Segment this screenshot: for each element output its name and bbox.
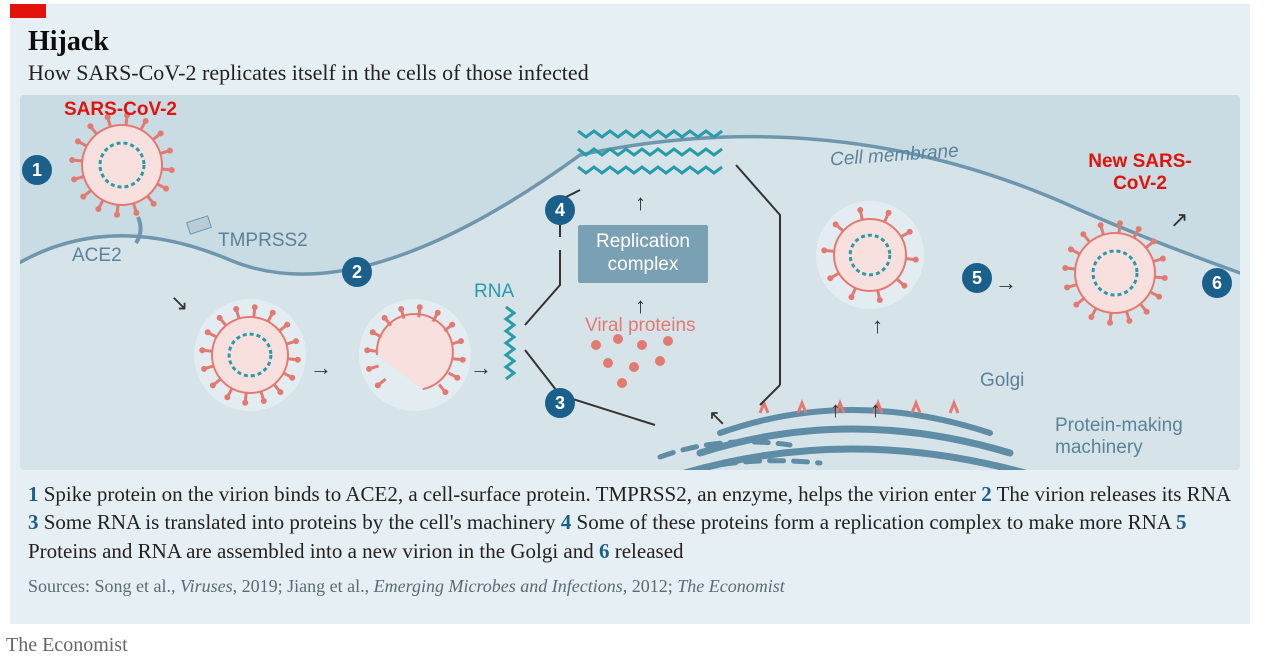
- flow-arrow-icon: ↑: [870, 397, 881, 423]
- step-badge-6: 6: [1202, 268, 1232, 298]
- step-badge-5: 5: [962, 263, 992, 293]
- footer-brand: The Economist: [6, 634, 128, 657]
- label-rna: RNA: [474, 281, 514, 303]
- label-sars: SARS-CoV-2: [64, 99, 177, 121]
- label-tmprss2: TMPRSS2: [218, 230, 308, 252]
- sources-line: Sources: Song et al., Viruses, 2019; Jia…: [28, 576, 785, 597]
- flow-arrow-icon: ↑: [635, 190, 646, 216]
- step-badge-1: 1: [22, 155, 52, 185]
- label-ace2: ACE2: [72, 245, 122, 267]
- flow-arrow-icon: ↑: [635, 293, 646, 319]
- step-badge-4: 4: [545, 195, 575, 225]
- label-golgi: Golgi: [980, 370, 1024, 392]
- label-new-sars: New SARS- CoV-2: [1070, 151, 1210, 195]
- flow-arrow-icon: ↑: [872, 313, 883, 339]
- label-protein-machinery: Protein-making machinery: [1055, 415, 1183, 459]
- diagram-panel: SARS-CoV-2 New SARS- CoV-2 ACE2 TMPRSS2 …: [20, 95, 1240, 470]
- flow-arrow-icon: →: [995, 270, 1017, 296]
- chart-subtitle: How SARS-CoV-2 replicates itself in the …: [28, 60, 589, 86]
- flow-arrow-icon: →: [310, 355, 332, 381]
- caption-text: 1 Spike protein on the virion binds to A…: [28, 480, 1238, 565]
- step-badge-2: 2: [342, 257, 372, 287]
- flow-arrow-icon: ↘: [170, 290, 188, 316]
- flow-arrow-icon: ↗: [1170, 207, 1188, 233]
- flow-arrow-icon: →: [470, 355, 492, 381]
- step-badge-3: 3: [545, 388, 575, 418]
- replication-complex-box: Replication complex: [578, 225, 708, 283]
- chart-title: Hijack: [28, 26, 109, 58]
- brand-tab: [10, 4, 46, 18]
- flow-arrow-icon: ↑: [830, 397, 841, 423]
- flow-arrow-icon: ↖: [708, 405, 726, 431]
